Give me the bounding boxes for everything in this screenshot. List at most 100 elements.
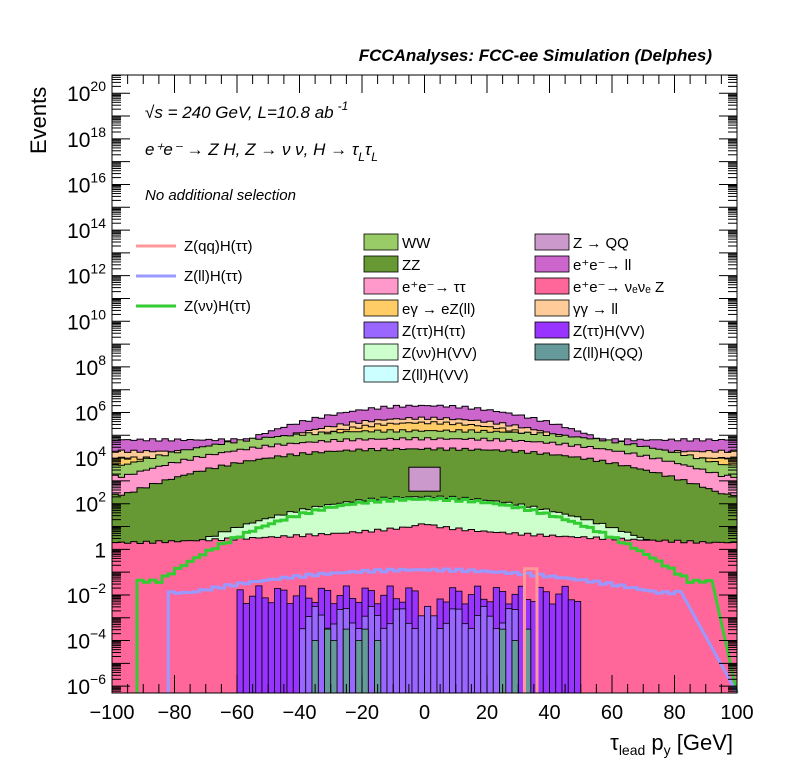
bg-legend-label: Z → QQ — [573, 235, 629, 252]
y-tick-base: 10 — [67, 174, 90, 197]
ztautau-htautau-bin — [411, 628, 419, 694]
bg-legend-swatch — [363, 299, 399, 317]
y-tick-base: 10 — [67, 266, 90, 289]
ztautau-hvv-bin — [267, 602, 275, 694]
y-tick-label: 106 — [75, 398, 106, 426]
y-tick-sup: 20 — [90, 78, 106, 94]
bg-legend-swatch — [363, 321, 399, 339]
x-tick-label: −20 — [345, 702, 379, 724]
lumi-sup: -1 — [338, 99, 349, 113]
y-tick-label: 1016 — [67, 169, 106, 197]
axis-layer: −100 −80 −60 −40 −20 0 20 40 60 80 10010−610−410−2… — [67, 74, 754, 724]
stack-outline-8 — [111, 404, 738, 693]
signal-line-0 — [135, 497, 739, 694]
x-axis-label-sub1: lead — [619, 742, 645, 758]
ztautau-htautau-bin — [367, 605, 375, 694]
zll-hqq-bin — [499, 628, 507, 694]
y-tick-label: 1020 — [67, 78, 106, 106]
ztautau-htautau-bin — [455, 608, 463, 694]
y-tick-label: 1010 — [67, 306, 106, 334]
y-tick-label: 10−2 — [67, 580, 107, 608]
ztautau-htautau-bin — [305, 616, 313, 694]
bg-legend-label: e⁺e⁻→ ττ — [402, 279, 466, 296]
zll-hqq-bin — [361, 628, 369, 694]
signal-legend-label: Z(ll)H(ττ) — [184, 268, 243, 285]
ztautau-htautau-bin — [461, 623, 469, 694]
process-sub2: L — [371, 150, 378, 164]
bg-legend-label: Z(ll)H(VV) — [402, 367, 469, 384]
ztautau-htautau-bin — [405, 622, 413, 694]
stack-outline-5 — [111, 429, 738, 693]
y-tick-label: 102 — [75, 489, 106, 517]
y-tick-sup: −6 — [90, 671, 106, 687]
ztautau-htautau-bin — [417, 615, 425, 694]
x-axis-label-mid: p — [645, 730, 663, 755]
overlay-layer — [135, 497, 739, 694]
signal-legend-label: Z(νν)H(ττ) — [184, 298, 251, 315]
y-tick-label: 1014 — [67, 215, 106, 243]
x-axis-label-main: τ — [610, 730, 619, 755]
y-axis-label: Events — [26, 87, 51, 154]
y-tick-base: 10 — [75, 357, 98, 380]
y-tick-label: 1 — [94, 539, 106, 562]
bg-legend-swatch — [363, 365, 399, 383]
y-tick-base: 10 — [75, 448, 98, 471]
y-tick-sup: 4 — [98, 443, 106, 459]
y-tick-sup: 16 — [90, 169, 106, 185]
y-tick-label: 104 — [75, 443, 106, 471]
y-tick-sup: −4 — [90, 626, 106, 642]
ztautau-hvv-bin — [242, 603, 250, 694]
y-tick-base: 1 — [94, 539, 106, 562]
zll-hqq-bin — [342, 628, 350, 694]
bg-legend-swatch — [534, 255, 570, 273]
y-tick-sup: 8 — [98, 352, 106, 368]
y-tick-base: 10 — [75, 403, 98, 426]
stack-outline-3 — [111, 447, 738, 693]
ztautau-hvv-bin — [555, 593, 563, 694]
stack-outline-4 — [111, 437, 738, 693]
bg-legend-label: WW — [402, 235, 431, 252]
zll-hqq-bin — [355, 640, 363, 694]
stack-outline-0 — [111, 523, 738, 693]
ztautau-htautau-bin — [424, 605, 432, 694]
z-qq-peak — [408, 466, 441, 492]
bg-legend-label: Z(ll)H(QQ) — [573, 345, 643, 362]
bg-legend-label: Z(ττ)H(VV) — [573, 323, 645, 340]
x-tick-label: 100 — [720, 702, 753, 724]
zll-hqq-bin — [330, 640, 338, 694]
ztautau-hvv-bin — [286, 603, 294, 694]
ztautau-hvv-bin — [249, 595, 257, 694]
energy-prefix: √s — [145, 103, 163, 122]
x-tick-label: −80 — [158, 702, 192, 724]
bg-legend-swatch — [363, 343, 399, 361]
bg-legend-label: ZZ — [402, 257, 420, 274]
x-tick-label: 60 — [601, 702, 623, 724]
process-annotation: e⁺e⁻ → Z H, Z → ν ν, H → τLτL — [145, 140, 378, 164]
signal-line-1 — [166, 567, 739, 694]
ztautau-htautau-bin — [449, 608, 457, 694]
x-tick-label: −60 — [220, 702, 254, 724]
y-tick-base: 10 — [67, 129, 90, 152]
y-tick-sup: 12 — [90, 261, 106, 277]
ztautau-hvv-bin — [292, 595, 300, 694]
y-tick-label: 1018 — [67, 124, 106, 152]
ztautau-hvv-bin — [280, 589, 288, 694]
bg-legend-label: eγ → eZ(ll) — [402, 301, 475, 318]
bg-legend-swatch — [534, 343, 570, 361]
ztautau-hvv-bin — [542, 591, 550, 694]
y-tick-base: 10 — [75, 494, 98, 517]
y-tick-sup: 18 — [90, 124, 106, 140]
ztautau-htautau-bin — [467, 627, 475, 694]
process-sub1: L — [358, 150, 365, 164]
selection-annotation: No additional selection — [145, 187, 296, 204]
y-tick-base: 10 — [67, 311, 90, 334]
ztautau-htautau-bin — [474, 615, 482, 694]
y-tick-sup: −2 — [90, 580, 106, 596]
x-tick-label: 40 — [538, 702, 560, 724]
ztautau-htautau-bin — [436, 628, 444, 694]
y-tick-label: 10−6 — [67, 671, 107, 699]
y-tick-base: 10 — [67, 631, 90, 654]
y-tick-sup: 2 — [98, 489, 106, 505]
x-axis-label-sub2: y — [664, 742, 671, 758]
ztautau-hvv-bin — [261, 597, 269, 694]
